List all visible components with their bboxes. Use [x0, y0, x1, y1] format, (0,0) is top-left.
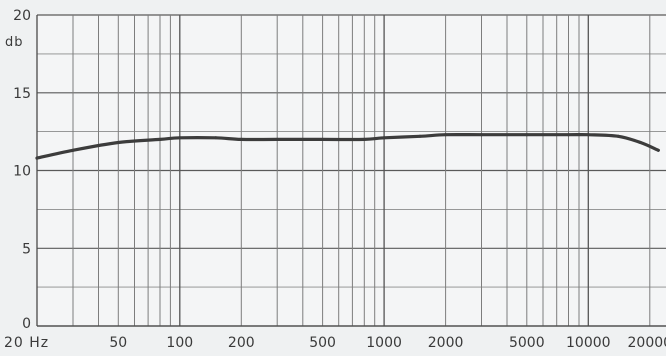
data-point [239, 137, 243, 141]
x-tick-label: 2000 [428, 335, 464, 351]
data-point [35, 156, 39, 160]
y-tick-label: 15 [13, 86, 31, 102]
data-point [480, 133, 483, 137]
data-point [616, 134, 620, 138]
data-point [71, 148, 75, 152]
data-point [178, 136, 182, 140]
data-point [639, 141, 642, 144]
data-point [275, 137, 279, 141]
series-line-0 [35, 133, 660, 160]
grid [36, 14, 666, 327]
x-tick-label: 1000 [366, 335, 402, 351]
data-point [321, 137, 325, 141]
data-point [525, 133, 529, 137]
x-tick-label: 10000 [566, 335, 611, 351]
x-tick-label: 5000 [509, 335, 545, 351]
data-point [158, 137, 162, 141]
y-tick-label: 20 [13, 8, 31, 24]
data-point [586, 133, 590, 137]
data-point [116, 141, 120, 144]
y-tick-labels: 0 5 10 15 20 [13, 8, 31, 332]
data-point [567, 133, 570, 137]
data-point [444, 133, 448, 137]
x-tick-label: 20 Hz [4, 335, 49, 351]
x-tick-label: 100 [166, 335, 193, 351]
x-tick-labels: 20 Hz 50 100 200 500 1000 2000 5000 10000 20000 [4, 335, 666, 351]
y-tick-label: 0 [22, 316, 31, 332]
x-tick-label: 200 [228, 335, 255, 351]
x-tick-label: 50 [109, 335, 127, 351]
x-tick-label: 20000 [628, 335, 666, 351]
data-point [214, 136, 218, 140]
data-point [418, 134, 422, 138]
series-group [35, 133, 660, 160]
data-point [362, 137, 366, 141]
x-tick-label: 500 [309, 335, 336, 351]
data-point [656, 148, 660, 152]
y-tick-label: 5 [22, 241, 31, 257]
y-tick-label: 10 [13, 164, 31, 180]
y-unit-label: db [5, 35, 24, 50]
data-point [382, 136, 386, 140]
